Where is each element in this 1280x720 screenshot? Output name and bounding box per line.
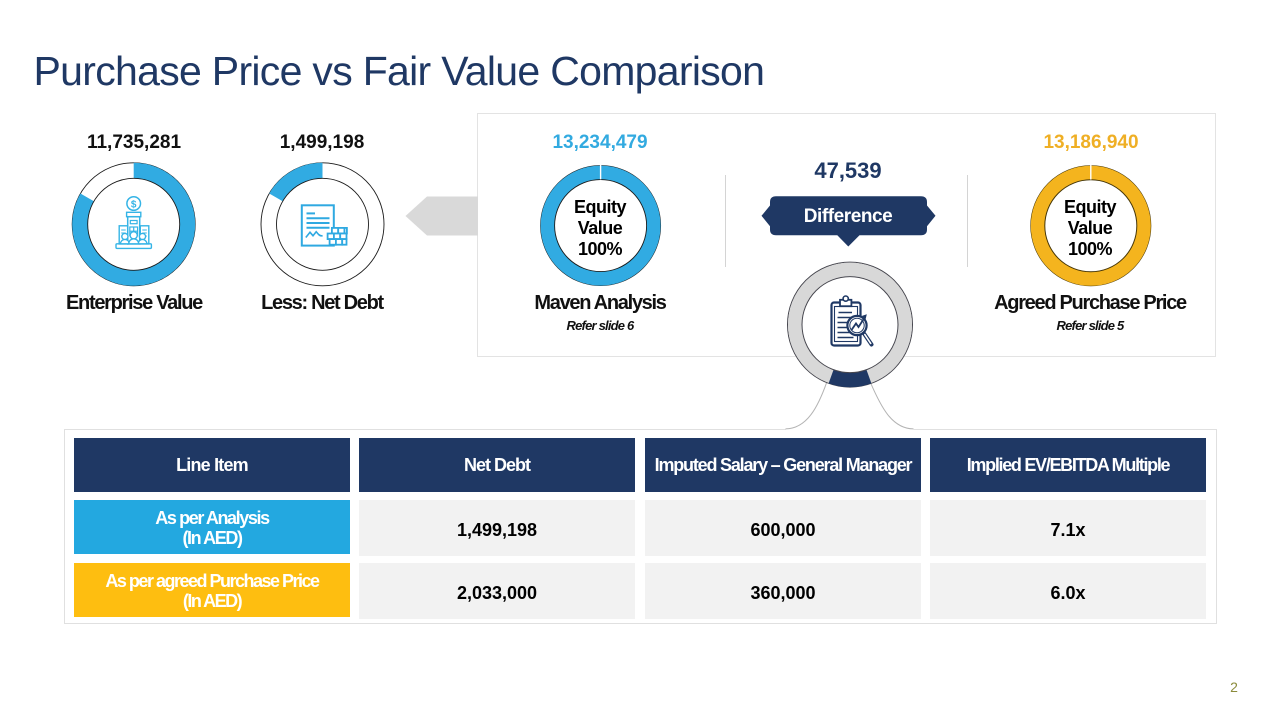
svg-text:$: $ — [131, 199, 137, 210]
